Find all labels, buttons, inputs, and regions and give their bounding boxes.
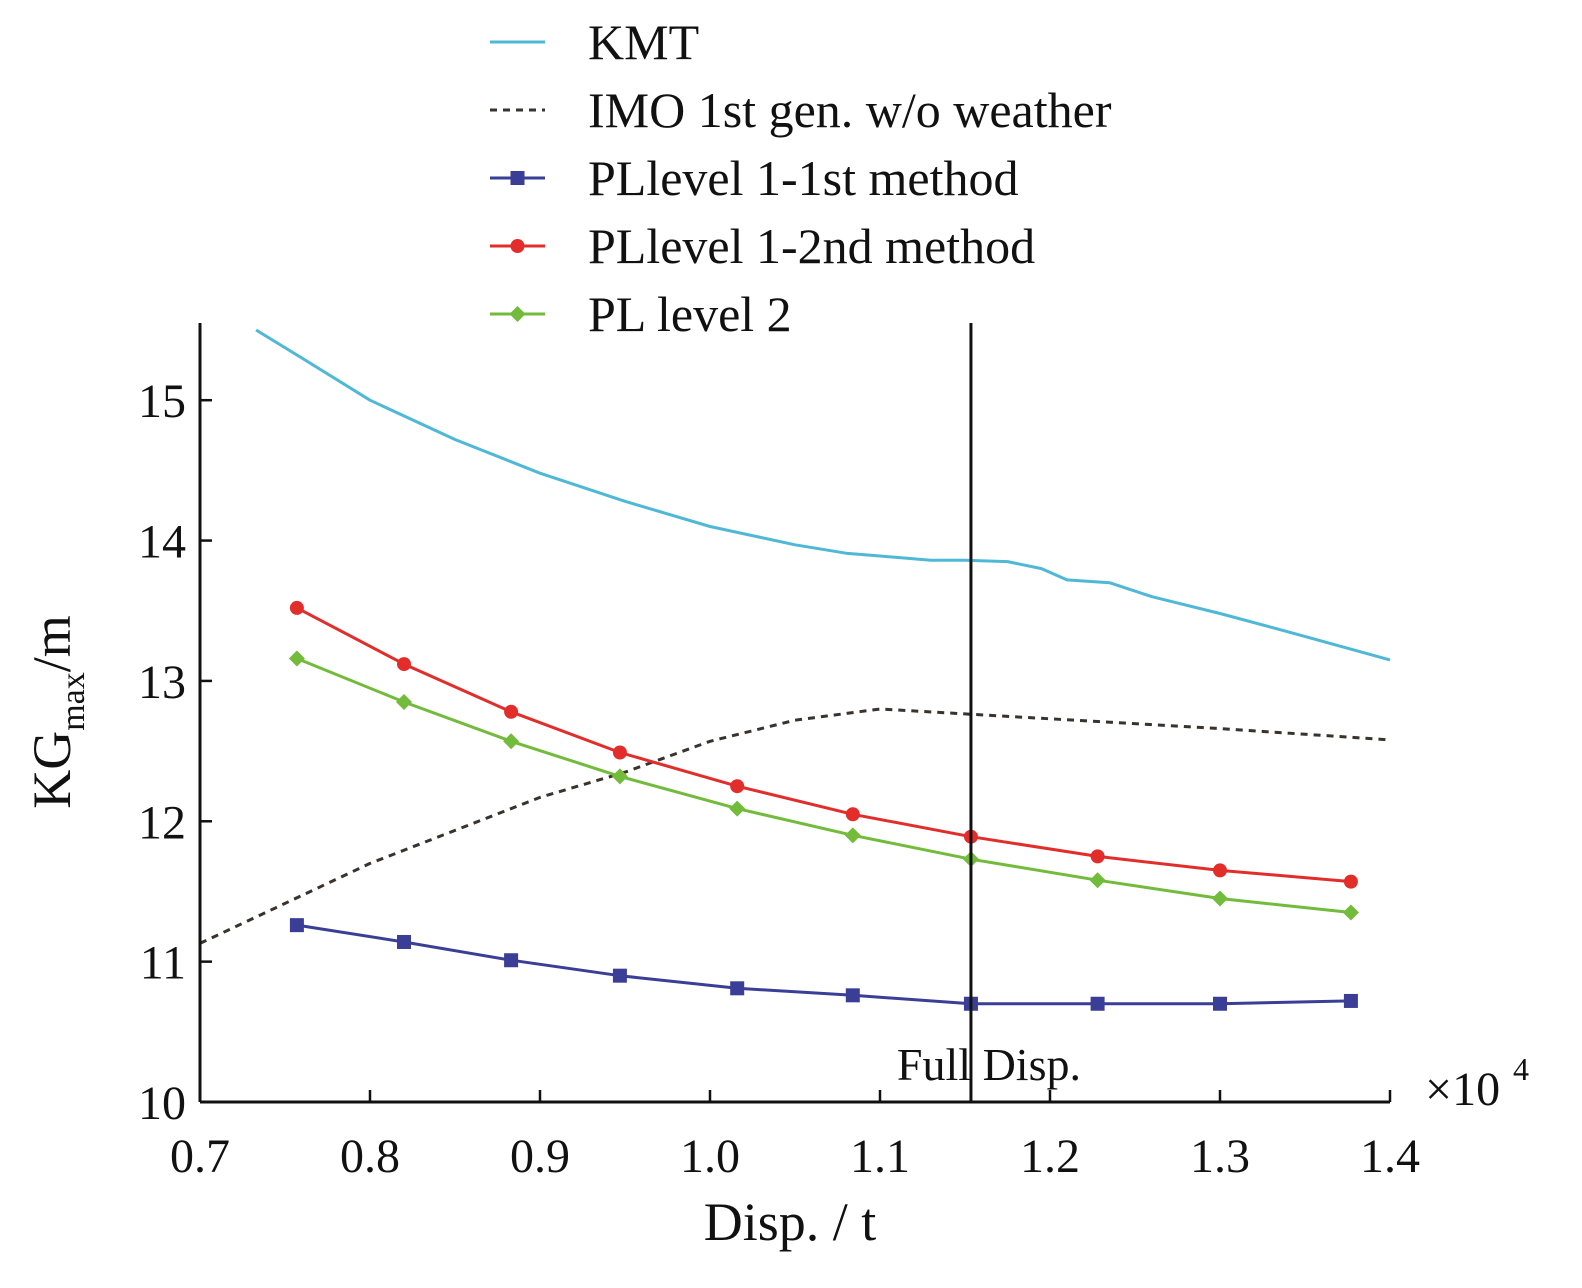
x-tick-label: 1.0 bbox=[680, 1130, 740, 1183]
x-axis-multiplier: ×10 4 bbox=[1425, 1051, 1529, 1116]
data-point bbox=[729, 800, 746, 817]
data-point bbox=[730, 981, 745, 996]
data-point bbox=[845, 988, 860, 1003]
y-axis-title: KGmax/m bbox=[22, 615, 92, 809]
legend: KMT IMO 1st gen. w/o weather PLlevel 1-1st… bbox=[490, 14, 1112, 342]
data-point bbox=[1212, 890, 1228, 907]
series-line bbox=[296, 923, 1351, 1006]
legend-marker bbox=[509, 306, 526, 322]
data-point bbox=[289, 600, 304, 615]
data-point bbox=[844, 827, 861, 844]
data-point bbox=[288, 650, 305, 667]
data-point bbox=[397, 934, 411, 949]
y-axis-title-suffix: /m bbox=[22, 615, 82, 672]
svg-text:KGmax/m: KGmax/m bbox=[22, 615, 92, 809]
series-pl-level-2 bbox=[288, 650, 1359, 921]
data-point bbox=[730, 779, 745, 794]
legend-marker bbox=[510, 171, 525, 185]
x-tick-label: 0.7 bbox=[170, 1130, 230, 1183]
data-point bbox=[289, 918, 304, 933]
data-point bbox=[1213, 863, 1227, 878]
y-tick-label: 14 bbox=[138, 516, 186, 569]
y-axis-title-subscript: max bbox=[55, 672, 92, 731]
series-pllevel-1-1st-method bbox=[289, 918, 1358, 1011]
legend-label: KMT bbox=[588, 14, 699, 70]
x-axis-multiplier-exponent: 4 bbox=[1513, 1051, 1529, 1087]
series-line bbox=[296, 606, 1352, 884]
series-line bbox=[296, 657, 1352, 914]
series-kmt bbox=[255, 328, 1391, 662]
legend-label: PL level 2 bbox=[588, 286, 792, 342]
data-point bbox=[845, 807, 860, 822]
legend-marker bbox=[510, 239, 525, 253]
annotations: Full Disp. bbox=[897, 323, 1081, 1102]
x-axis-multiplier-base: ×10 bbox=[1425, 1063, 1500, 1116]
ticks: 0.7 0.8 0.9 1.0 1.1 1.2 1.3 1.4 10 11 12 13 14 15 bbox=[138, 375, 1420, 1183]
data-point bbox=[1089, 872, 1106, 889]
x-tick-label: 0.9 bbox=[510, 1130, 570, 1183]
series-line bbox=[255, 328, 1391, 662]
legend-item-imo-1st-gen-w-o-weather: IMO 1st gen. w/o weather bbox=[490, 82, 1112, 138]
data-point bbox=[396, 693, 412, 710]
data-point bbox=[504, 953, 519, 968]
data-point bbox=[504, 704, 519, 719]
legend-item-pl-level-2: PL level 2 bbox=[490, 286, 792, 342]
data-point bbox=[1342, 904, 1359, 921]
legend-item-pllevel-1-2nd-method: PLlevel 1-2nd method bbox=[490, 218, 1035, 274]
legend-label: PLlevel 1-2nd method bbox=[588, 218, 1035, 274]
data-point bbox=[1213, 996, 1227, 1011]
legend-label: IMO 1st gen. w/o weather bbox=[588, 82, 1112, 138]
x-tick-label: 1.1 bbox=[850, 1130, 910, 1183]
full-disp-label: Full Disp. bbox=[897, 1039, 1081, 1090]
data-point bbox=[1090, 849, 1105, 864]
data-point bbox=[503, 733, 520, 750]
data-point bbox=[1343, 874, 1358, 889]
x-axis-title: Disp. / t bbox=[704, 1192, 877, 1252]
series-imo-1st-gen-w-o-weather bbox=[199, 707, 1391, 945]
plot-series bbox=[199, 328, 1391, 1011]
y-tick-label: 10 bbox=[138, 1077, 186, 1130]
y-tick-label: 11 bbox=[140, 937, 186, 990]
x-tick-label: 0.8 bbox=[340, 1130, 400, 1183]
y-tick-label: 13 bbox=[138, 656, 186, 709]
data-point bbox=[1343, 993, 1358, 1008]
data-point bbox=[397, 657, 411, 672]
series-pllevel-1-2nd-method bbox=[289, 600, 1358, 889]
axes bbox=[198, 323, 1390, 1104]
series-line bbox=[199, 707, 1391, 945]
data-point bbox=[611, 768, 628, 785]
y-tick-label: 15 bbox=[138, 375, 186, 428]
y-tick-label: 12 bbox=[138, 796, 186, 849]
x-tick-label: 1.4 bbox=[1360, 1130, 1420, 1183]
legend-item-kmt: KMT bbox=[490, 14, 699, 70]
x-tick-label: 1.2 bbox=[1020, 1130, 1080, 1183]
data-point bbox=[612, 745, 627, 760]
legend-item-pllevel-1-1st-method: PLlevel 1-1st method bbox=[490, 150, 1019, 206]
legend-label: PLlevel 1-1st method bbox=[588, 150, 1019, 206]
x-tick-label: 1.3 bbox=[1190, 1130, 1250, 1183]
data-point bbox=[612, 968, 627, 983]
y-axis-title-main: KG bbox=[22, 731, 82, 809]
data-point bbox=[1090, 996, 1105, 1011]
